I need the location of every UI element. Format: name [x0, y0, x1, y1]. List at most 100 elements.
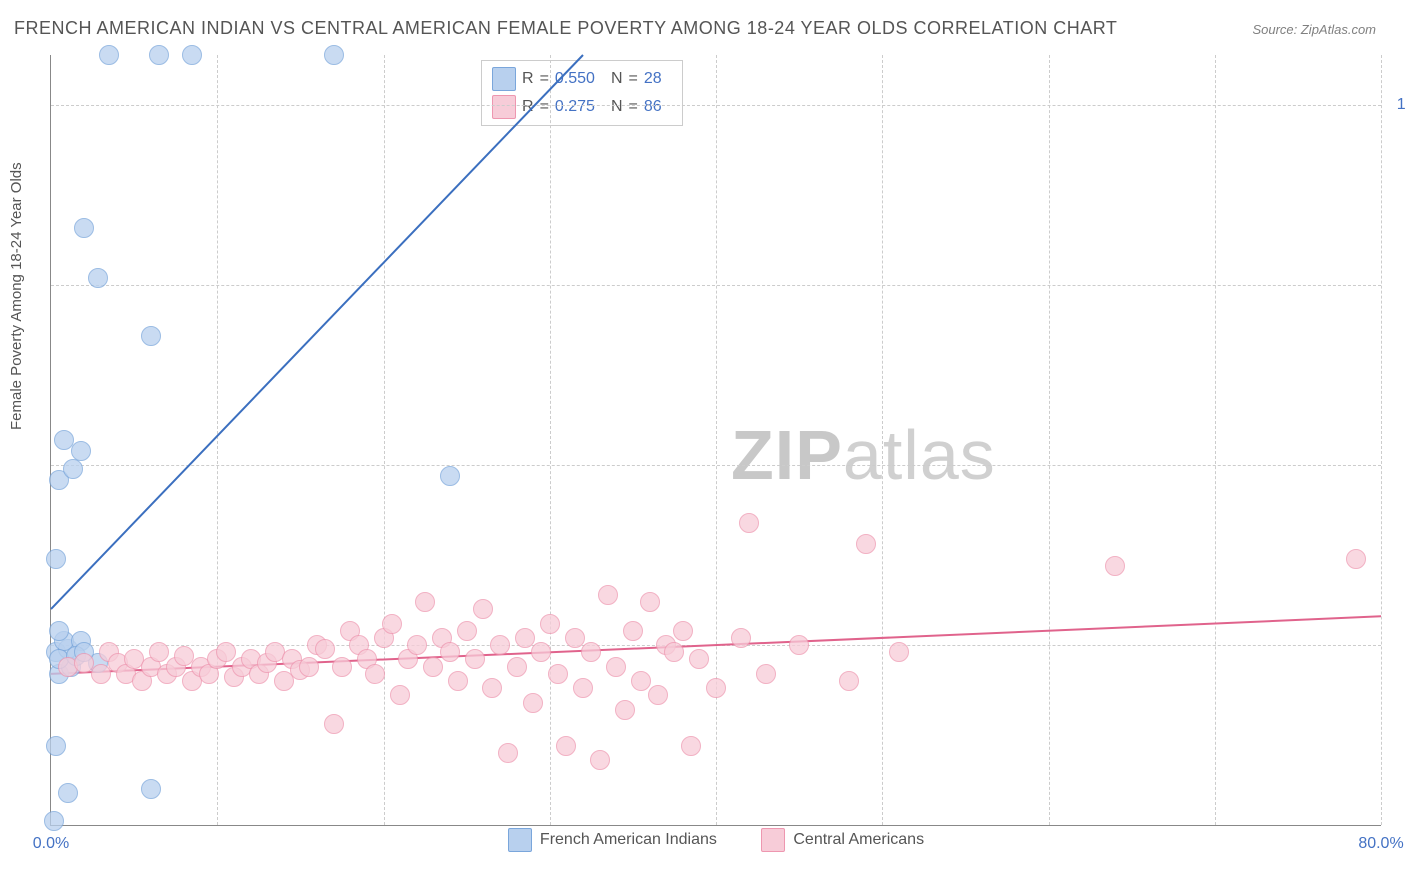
chart-container: FRENCH AMERICAN INDIAN VS CENTRAL AMERIC… — [0, 0, 1406, 892]
legend-correlation: R = 0.550 N = 28 R = 0.275 N = 86 — [481, 60, 683, 126]
data-point — [299, 657, 319, 677]
legend-swatch-series2 — [761, 828, 785, 852]
legend-label-series2: Central Americans — [793, 831, 924, 849]
data-point — [573, 678, 593, 698]
data-point — [581, 642, 601, 662]
data-point — [498, 743, 518, 763]
x-tick-label: 80.0% — [1358, 835, 1403, 853]
legend-swatch-series1 — [492, 67, 516, 91]
data-point — [648, 685, 668, 705]
legend-label-series1: French American Indians — [540, 831, 717, 849]
data-point — [88, 268, 108, 288]
data-point — [365, 664, 385, 684]
legend-swatch-series1 — [508, 828, 532, 852]
legend-r-label: R — [522, 98, 534, 116]
watermark-zip: ZIP — [731, 416, 843, 494]
legend-n-value-2: 86 — [644, 98, 662, 116]
data-point — [507, 657, 527, 677]
data-point — [565, 628, 585, 648]
data-point — [332, 657, 352, 677]
data-point — [631, 671, 651, 691]
data-point — [598, 585, 618, 605]
data-point — [44, 811, 64, 831]
y-tick-label: 100.0% — [1397, 96, 1406, 114]
data-point — [540, 614, 560, 634]
data-point — [664, 642, 684, 662]
trend-line — [51, 55, 583, 609]
data-point — [515, 628, 535, 648]
data-point — [531, 642, 551, 662]
data-point — [640, 592, 660, 612]
data-point — [606, 657, 626, 677]
data-point — [315, 639, 335, 659]
data-point — [731, 628, 751, 648]
watermark: ZIPatlas — [731, 415, 996, 495]
legend-eq: = — [629, 98, 638, 116]
gridline-v — [1049, 55, 1050, 825]
plot-area: ZIPatlas R = 0.550 N = 28 R = 0.275 N = … — [50, 55, 1381, 826]
data-point — [548, 664, 568, 684]
data-point — [756, 664, 776, 684]
legend-eq: = — [540, 70, 549, 88]
data-point — [789, 635, 809, 655]
data-point — [324, 714, 344, 734]
gridline-v — [716, 55, 717, 825]
data-point — [390, 685, 410, 705]
gridline-v — [217, 55, 218, 825]
data-point — [216, 642, 236, 662]
watermark-atlas: atlas — [843, 416, 996, 494]
data-point — [440, 642, 460, 662]
data-point — [71, 441, 91, 461]
chart-title: FRENCH AMERICAN INDIAN VS CENTRAL AMERIC… — [14, 18, 1117, 39]
data-point — [490, 635, 510, 655]
data-point — [457, 621, 477, 641]
data-point — [590, 750, 610, 770]
legend-item-series2: Central Americans — [761, 828, 924, 852]
data-point — [415, 592, 435, 612]
data-point — [324, 45, 344, 65]
gridline-v — [1215, 55, 1216, 825]
source-label: Source: ZipAtlas.com — [1252, 22, 1376, 37]
data-point — [440, 466, 460, 486]
gridline-v — [882, 55, 883, 825]
data-point — [681, 736, 701, 756]
data-point — [74, 218, 94, 238]
data-point — [482, 678, 502, 698]
data-point — [149, 45, 169, 65]
data-point — [182, 45, 202, 65]
data-point — [856, 534, 876, 554]
data-point — [99, 45, 119, 65]
data-point — [149, 642, 169, 662]
data-point — [889, 642, 909, 662]
data-point — [58, 783, 78, 803]
data-point — [407, 635, 427, 655]
gridline-v — [1381, 55, 1382, 825]
data-point — [54, 430, 74, 450]
data-point — [839, 671, 859, 691]
gridline-v — [384, 55, 385, 825]
data-point — [448, 671, 468, 691]
legend-r-value-2: 0.275 — [555, 98, 595, 116]
data-point — [141, 779, 161, 799]
legend-row-series1: R = 0.550 N = 28 — [492, 65, 672, 93]
data-point — [49, 621, 69, 641]
data-point — [739, 513, 759, 533]
legend-row-series2: R = 0.275 N = 86 — [492, 93, 672, 121]
data-point — [46, 549, 66, 569]
data-point — [465, 649, 485, 669]
legend-r-label: R — [522, 70, 534, 88]
data-point — [615, 700, 635, 720]
data-point — [63, 459, 83, 479]
legend-r-value-1: 0.550 — [555, 70, 595, 88]
data-point — [46, 736, 66, 756]
legend-swatch-series2 — [492, 95, 516, 119]
legend-series: French American Indians Central American… — [51, 828, 1381, 857]
data-point — [141, 326, 161, 346]
legend-n-value-1: 28 — [644, 70, 662, 88]
data-point — [689, 649, 709, 669]
gridline-v — [550, 55, 551, 825]
data-point — [423, 657, 443, 677]
data-point — [706, 678, 726, 698]
data-point — [673, 621, 693, 641]
x-tick-label: 0.0% — [33, 835, 69, 853]
